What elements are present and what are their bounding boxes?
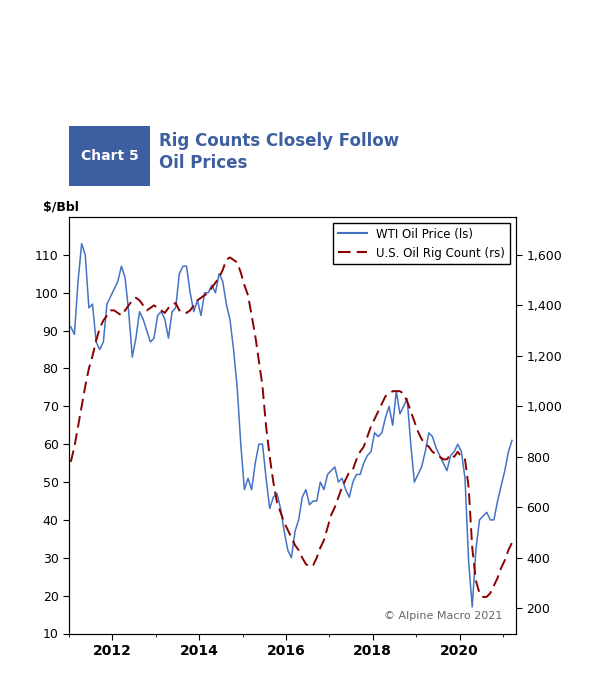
Text: $/Bbl: $/Bbl [43,200,79,214]
Text: Chart 5: Chart 5 [80,149,139,163]
Text: © Alpine Macro 2021: © Alpine Macro 2021 [384,611,503,621]
Legend: WTI Oil Price (ls), U.S. Oil Rig Count (rs): WTI Oil Price (ls), U.S. Oil Rig Count (… [333,223,510,265]
Text: Rig Counts Closely Follow
Oil Prices: Rig Counts Closely Follow Oil Prices [159,132,399,172]
